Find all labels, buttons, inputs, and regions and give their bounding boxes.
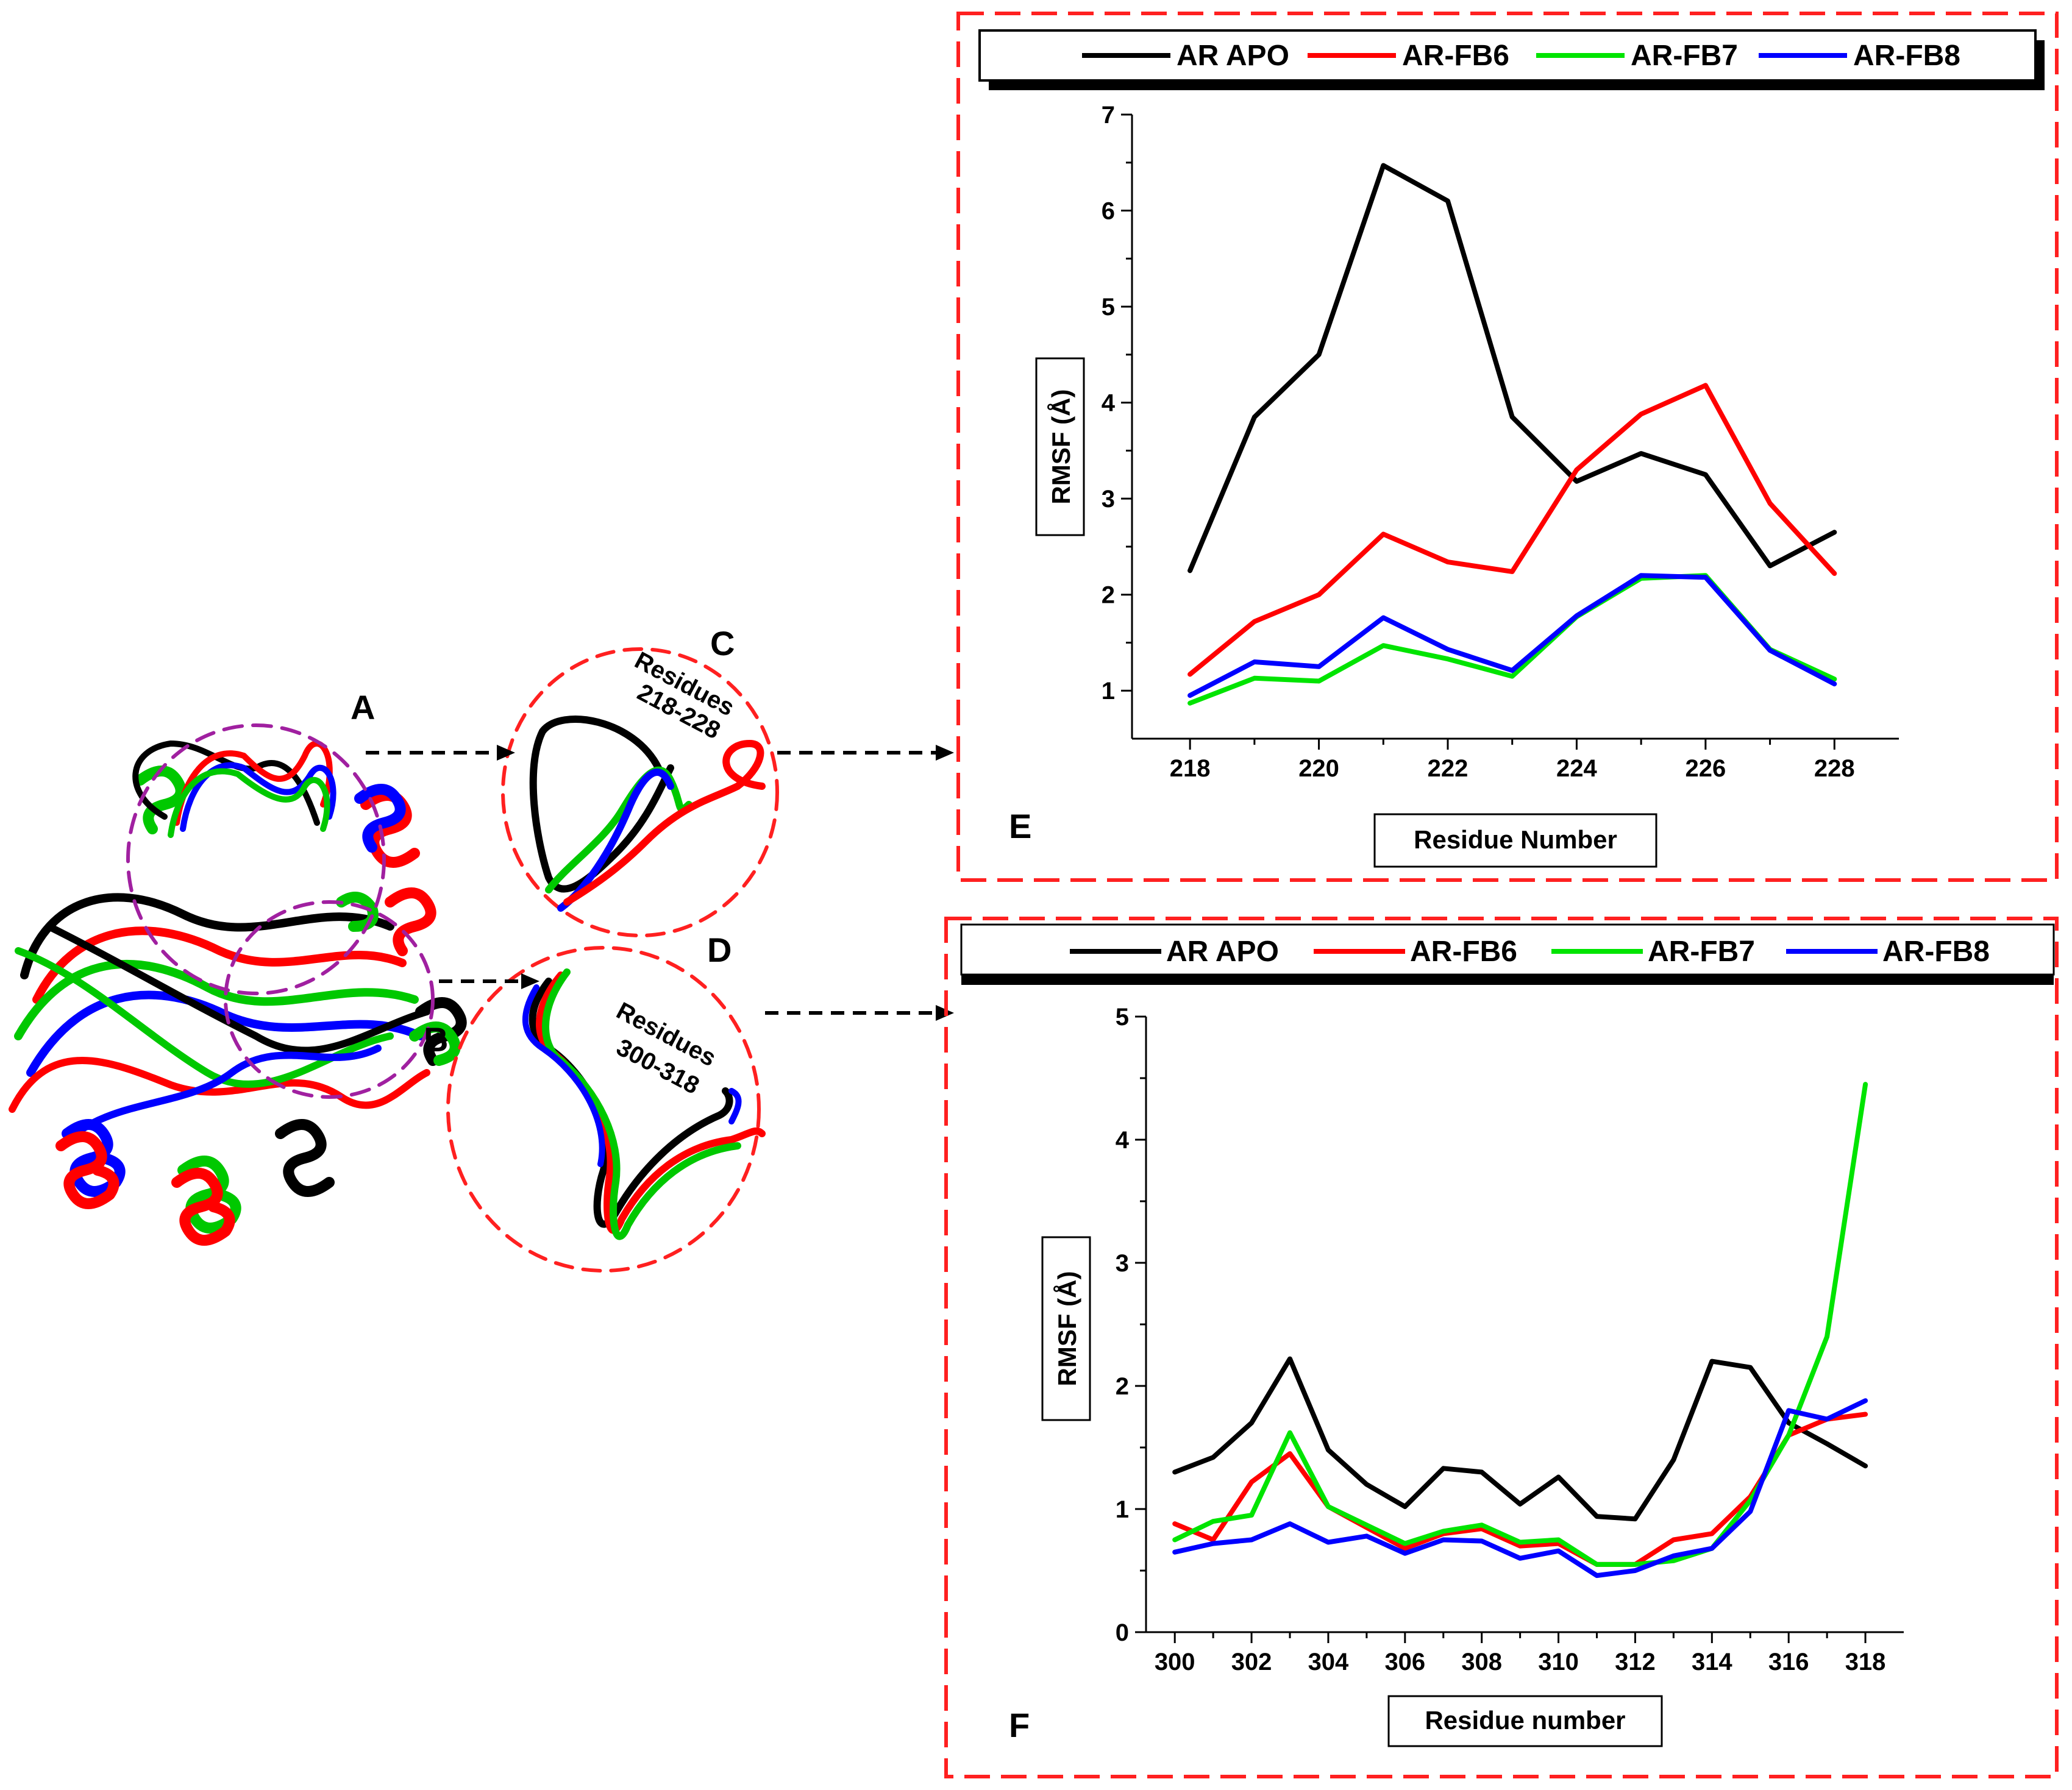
- y-tick-label: 2: [1102, 582, 1115, 609]
- zoom-circle-c: [501, 647, 779, 937]
- x-tick-label: 314: [1692, 1649, 1732, 1675]
- region-a-circle: [126, 723, 386, 995]
- chart-panel-e: AR APO AR-FB6 AR-FB7 AR-FB8 1 2 3 4 5 6 7 218 22…: [956, 12, 2059, 882]
- x-tick-label: 316: [1768, 1649, 1809, 1675]
- axes-f: 0 1 2 3 4 5 300 302 304 306 308 310 312 314 316 318: [1116, 1004, 1904, 1675]
- x-tick-label: 228: [1814, 755, 1855, 782]
- y-tick-label: 5: [1102, 294, 1115, 321]
- legend-f-fb6: AR-FB6: [1410, 936, 1517, 968]
- x-tick-label: 318: [1845, 1649, 1886, 1675]
- series-line-ar-fb8: [1187, 573, 1837, 698]
- panel-label-e: E: [1009, 807, 1031, 845]
- legend-e-fb6: AR-FB6: [1402, 40, 1509, 72]
- ylabel-f: RMSF (Å): [1053, 1271, 1081, 1387]
- legend-f-fb7: AR-FB7: [1648, 936, 1755, 968]
- y-tick-label: 2: [1116, 1373, 1129, 1400]
- x-tick-label: 302: [1231, 1649, 1272, 1675]
- x-tick-label: 226: [1685, 755, 1726, 782]
- label-a: A: [351, 688, 375, 726]
- y-tick-label: 5: [1116, 1004, 1129, 1031]
- legend-e: AR APO AR-FB6 AR-FB7 AR-FB8: [1082, 40, 1960, 72]
- protein-structure-overlay: [9, 723, 467, 1246]
- label-c: C: [710, 624, 735, 662]
- y-tick-label: 4: [1102, 390, 1116, 417]
- series-line-ar-fb7: [1187, 573, 1837, 706]
- series-e: [1187, 163, 1837, 706]
- ylabel-e: RMSF (Å): [1047, 389, 1075, 505]
- series-f: [1172, 1082, 1868, 1579]
- x-tick-label: 306: [1384, 1649, 1425, 1675]
- y-tick-label: 3: [1102, 486, 1115, 513]
- ylabel-box-e: [1035, 357, 1085, 536]
- label-d: D: [707, 931, 732, 969]
- series-line-ar-fb7: [1172, 1082, 1868, 1567]
- ylabel-box-f: [1041, 1236, 1091, 1421]
- y-tick-label: 7: [1102, 102, 1115, 129]
- chart-panel-f: AR APO AR-FB6 AR-FB7 AR-FB8 0 1 2 3 4 5 300 302…: [944, 917, 2059, 1778]
- legend-f-fb8: AR-FB8: [1882, 936, 1990, 968]
- region-b-circle: [224, 900, 435, 1099]
- xlabel-box-f: [1387, 1695, 1663, 1747]
- x-tick-label: 300: [1155, 1649, 1195, 1675]
- x-tick-label: 308: [1461, 1649, 1502, 1675]
- legend-f-apo: AR APO: [1166, 936, 1279, 968]
- x-tick-label: 220: [1298, 755, 1339, 782]
- y-tick-label: 0: [1116, 1619, 1129, 1646]
- connector-arrows: [366, 751, 939, 1015]
- y-tick-label: 3: [1116, 1250, 1129, 1277]
- xlabel-f: Residue number: [1425, 1706, 1625, 1735]
- x-tick-label: 222: [1428, 755, 1469, 782]
- zoom-circle-d: [446, 946, 766, 1273]
- panel-label-f: F: [1009, 1706, 1030, 1744]
- x-tick-label: 304: [1308, 1649, 1349, 1675]
- xlabel-box-e: [1373, 813, 1657, 868]
- series-line-ar-fb8: [1172, 1398, 1868, 1579]
- series-line-ar-apo: [1172, 1356, 1868, 1522]
- series-line-ar-apo: [1187, 163, 1837, 574]
- legend-e-fb7: AR-FB7: [1631, 40, 1738, 72]
- y-tick-label: 6: [1102, 198, 1115, 225]
- legend-f: AR APO AR-FB6 AR-FB7 AR-FB8: [1070, 936, 1990, 968]
- y-tick-label: 4: [1116, 1127, 1130, 1154]
- legend-e-apo: AR APO: [1177, 40, 1289, 72]
- x-tick-label: 312: [1615, 1649, 1656, 1675]
- axes-e: 1 2 3 4 5 6 7 218 220 222 224 226 228: [1102, 102, 1899, 782]
- x-tick-label: 224: [1556, 755, 1597, 782]
- y-tick-label: 1: [1116, 1496, 1129, 1523]
- x-tick-label: 310: [1538, 1649, 1579, 1675]
- y-tick-label: 1: [1102, 678, 1115, 705]
- xlabel-e: Residue Number: [1414, 825, 1617, 854]
- x-tick-label: 218: [1170, 755, 1211, 782]
- legend-e-fb8: AR-FB8: [1853, 40, 1960, 72]
- series-line-ar-fb6: [1187, 383, 1837, 677]
- label-b: B: [424, 1020, 448, 1059]
